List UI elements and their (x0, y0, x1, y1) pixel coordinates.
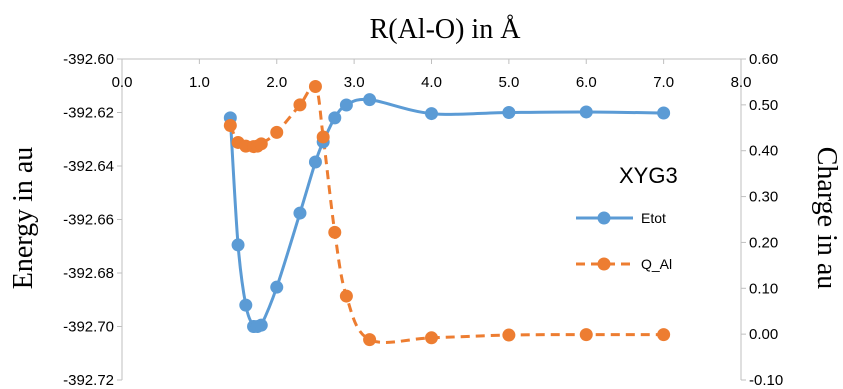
data-point-q-al (363, 333, 377, 347)
data-point-q-al (270, 125, 284, 139)
data-point-q-al (425, 331, 438, 345)
y-axis-label: Energy in au (8, 147, 39, 290)
legend-qal-label: Q_Al (641, 256, 672, 272)
x-tick-label: 1.0 (189, 74, 210, 91)
legend: Etot Q_Al (576, 210, 672, 272)
data-point-q-al (293, 98, 307, 112)
data-point-etot (339, 98, 353, 112)
data-point-q-al (339, 289, 353, 303)
y-tick-label: -392.70 (63, 319, 114, 336)
legend-etot-label: Etot (641, 210, 666, 226)
data-point-etot (293, 206, 307, 220)
x-tick-label: 6.0 (576, 74, 597, 91)
data-point-etot (363, 93, 377, 107)
y2-tick-label: 0.10 (749, 280, 778, 297)
data-point-etot (308, 155, 322, 169)
points-layer (223, 80, 671, 347)
y2-tick-label: 0.00 (749, 326, 778, 343)
chart-annotation: XYG3 (619, 163, 678, 188)
data-point-q-al (308, 80, 322, 94)
x-tick-label: 5.0 (498, 74, 519, 91)
data-point-etot (231, 238, 245, 252)
data-point-etot (239, 298, 253, 312)
data-point-q-al (254, 137, 268, 151)
data-point-etot (328, 111, 342, 125)
data-point-etot (425, 107, 438, 121)
data-point-q-al (223, 118, 237, 132)
legend-qal-marker (597, 257, 611, 271)
y-tick-label: -392.60 (63, 51, 114, 68)
x-tick-label: 2.0 (266, 74, 287, 91)
y-tick-label: -392.62 (63, 105, 114, 122)
data-point-q-al (579, 328, 593, 342)
x-tick-label: 7.0 (653, 74, 674, 91)
y2-tick-label: 0.60 (749, 51, 778, 68)
y2-tick-label: 0.40 (749, 143, 778, 160)
data-point-etot (657, 106, 671, 120)
data-point-q-al (502, 328, 516, 342)
y2-tick-label: 0.30 (749, 189, 778, 206)
chart-title: R(Al-O) in Å (370, 14, 522, 45)
y-tick-label: -392.68 (63, 265, 114, 282)
y-tick-label: -392.72 (63, 372, 114, 389)
data-point-etot (254, 318, 268, 332)
y-tick-label: -392.64 (63, 158, 114, 175)
data-point-etot (502, 106, 516, 119)
x-tick-label: 4.0 (421, 74, 442, 91)
axes: 0.0 1.0 2.0 3.0 4.0 5.0 6.0 7.0 8.0 -392.60 -392.6… (63, 51, 783, 389)
data-point-q-al (328, 225, 342, 239)
x-tick-label: 8.0 (731, 74, 752, 91)
x-tick-label: 0.0 (112, 74, 133, 91)
y-tick-label: -392.66 (63, 212, 114, 229)
y2-tick-label: 0.50 (749, 97, 778, 114)
data-point-q-al (657, 328, 671, 342)
data-point-etot (579, 105, 593, 119)
data-point-etot (270, 280, 284, 294)
legend-etot-marker (597, 211, 611, 225)
y2-tick-label: -0.10 (749, 372, 783, 389)
y2-axis-label: Charge in au (811, 147, 842, 290)
y2-tick-label: 0.20 (749, 234, 778, 251)
data-point-q-al (316, 130, 330, 144)
x-tick-label: 3.0 (344, 74, 365, 91)
